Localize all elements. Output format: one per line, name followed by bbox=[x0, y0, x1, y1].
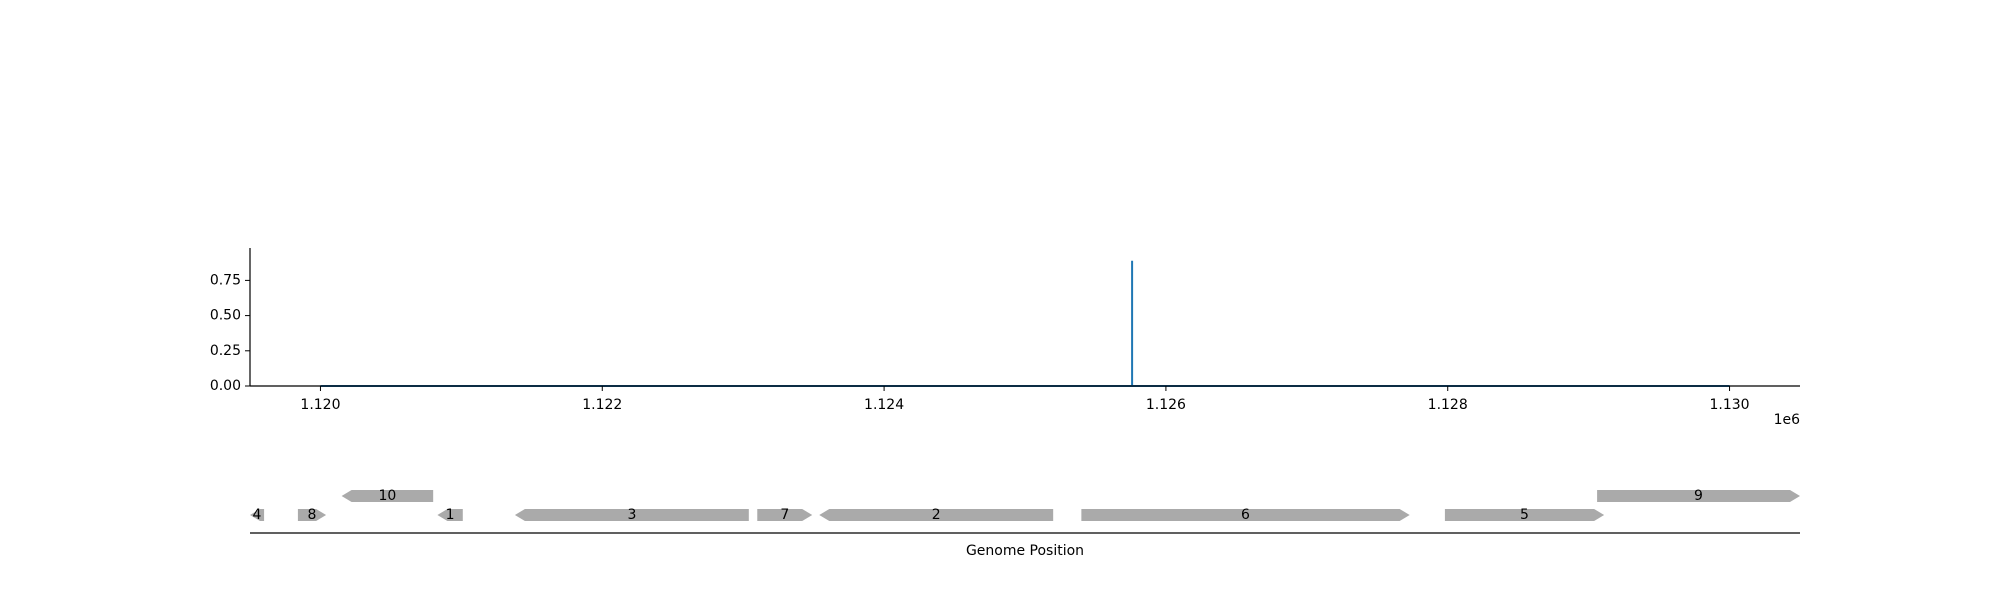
gene-feature-label: 1 bbox=[446, 507, 455, 523]
y-tick-label: 0.00 bbox=[210, 378, 241, 394]
y-tick-label: 0.25 bbox=[210, 343, 241, 359]
gene-feature-8 bbox=[297, 509, 327, 521]
gene-feature-label: 8 bbox=[308, 507, 317, 523]
gene-feature-label: 2 bbox=[932, 507, 941, 523]
y-tick-label: 0.50 bbox=[210, 308, 241, 324]
gene-feature-9 bbox=[1597, 490, 1800, 502]
gene-feature-label: 4 bbox=[253, 507, 262, 523]
x-offset-label: 1e6 bbox=[1774, 412, 1801, 428]
gene-feature-label: 6 bbox=[1241, 507, 1250, 523]
x-tick-label: 1.122 bbox=[582, 397, 622, 413]
x-ticks: 1.120 1.122 1.124 1.126 1.128 1.130 bbox=[300, 386, 1750, 413]
gene-feature-4 bbox=[250, 509, 265, 521]
x-axis-title: Genome Position bbox=[966, 543, 1084, 559]
coverage-plot: 1.120 1.122 1.124 1.126 1.128 1.130 0.000.250… bbox=[210, 248, 1800, 428]
gene-map: 4 8 10 1 3 7 2 6 5 9 Genome Position bbox=[250, 488, 1800, 559]
gene-feature-1 bbox=[437, 509, 463, 521]
gene-feature-10 bbox=[341, 490, 434, 502]
gene-feature-6 bbox=[1081, 509, 1410, 521]
gene-feature-2 bbox=[819, 509, 1054, 521]
x-tick-label: 1.124 bbox=[864, 397, 904, 413]
x-tick-label: 1.126 bbox=[1146, 397, 1186, 413]
gene-feature-label: 5 bbox=[1520, 507, 1529, 523]
y-tick-label: 0.75 bbox=[210, 272, 241, 288]
gene-feature-label: 3 bbox=[627, 507, 636, 523]
y-ticks: 0.00 0.25 0.50 0.75 bbox=[210, 272, 250, 394]
gene-features: 4 8 10 1 3 7 2 6 5 9 bbox=[250, 488, 1800, 523]
x-tick-label: 1.130 bbox=[1709, 397, 1749, 413]
x-tick-label: 1.120 bbox=[300, 397, 340, 413]
gene-feature-5 bbox=[1444, 509, 1605, 521]
gene-feature-label: 9 bbox=[1694, 488, 1703, 504]
gene-feature-label: 7 bbox=[780, 507, 789, 523]
gene-feature-3 bbox=[514, 509, 749, 521]
gene-feature-label: 10 bbox=[378, 488, 396, 504]
gene-feature-7 bbox=[757, 509, 813, 521]
x-tick-label: 1.128 bbox=[1428, 397, 1468, 413]
